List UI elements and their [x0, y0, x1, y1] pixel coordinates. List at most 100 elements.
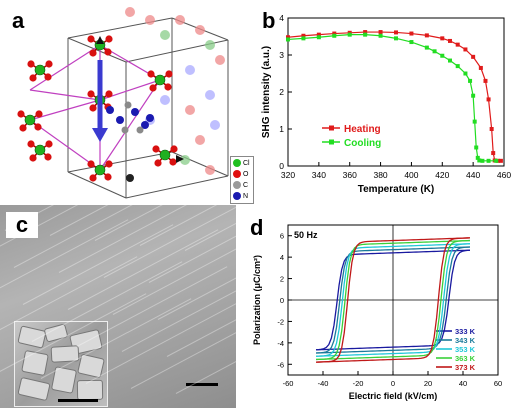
- data-point: [286, 35, 290, 40]
- panel-d: d -60 -40 -20 0 20 40 60 -6 -4 -2 0 2 4 6 Electric fie…: [236, 205, 512, 408]
- unit-cell-edge: [67, 17, 173, 39]
- polarization-arrowhead: [92, 128, 108, 142]
- nitrogen-atom: [116, 116, 124, 124]
- legend-symbol: O: [243, 170, 249, 178]
- chlorine-atom: [159, 149, 171, 161]
- background-atom: [160, 95, 170, 105]
- data-point: [448, 38, 452, 43]
- oxygen-atom: [89, 174, 97, 182]
- y-tick-label: -6: [277, 360, 284, 369]
- oxygen-atom: [104, 48, 112, 56]
- sem-inset-image: [14, 321, 108, 407]
- legend-entry-o: O: [233, 169, 248, 179]
- data-point: [472, 119, 477, 124]
- legend-symbol: N: [243, 192, 249, 200]
- framework-bond: [29, 99, 101, 121]
- chlorine-atom: [34, 144, 46, 156]
- legend-label: 333 K: [455, 327, 476, 336]
- surface-streak: [175, 313, 236, 394]
- x-tick-label: 340: [312, 170, 326, 180]
- oxygen-atom: [87, 35, 95, 43]
- surface-streak: [166, 276, 236, 357]
- x-tick-label: 40: [459, 379, 467, 388]
- data-point: [455, 42, 460, 47]
- data-point: [440, 36, 445, 41]
- legend-label: Heating: [344, 124, 381, 135]
- data-point: [424, 33, 429, 38]
- crystal-flake: [17, 325, 47, 349]
- oxygen-atom: [35, 110, 43, 118]
- frequency-annotation: 50 Hz: [294, 230, 318, 240]
- data-point: [486, 97, 491, 102]
- legend-symbol: Cl: [243, 159, 250, 167]
- data-point: [378, 33, 383, 38]
- background-atom: [195, 135, 205, 145]
- chlorine-atom: [24, 114, 36, 126]
- x-tick-label: -20: [353, 379, 364, 388]
- x-tick-label: -60: [283, 379, 294, 388]
- legend-swatch: [233, 159, 241, 167]
- carbon-atom: [124, 101, 132, 109]
- oxygen-atom: [154, 159, 162, 167]
- unit-cell-edge: [171, 151, 229, 177]
- series-line-cooling: [287, 34, 497, 162]
- carbon-atom: [136, 126, 144, 134]
- framework-bond: [29, 89, 101, 101]
- nitrogen-atom: [146, 114, 154, 122]
- panel-label-d: d: [250, 215, 264, 240]
- x-tick-label: 320: [281, 170, 295, 180]
- data-point: [474, 145, 479, 150]
- data-point: [394, 30, 398, 35]
- background-atom: [145, 15, 155, 25]
- oxygen-atom: [170, 145, 178, 153]
- y-tick-label: -4: [277, 339, 284, 348]
- data-point: [332, 31, 337, 36]
- chlorine-atom: [34, 64, 46, 76]
- y-tick-label: 0: [280, 296, 284, 305]
- y-axis-label: Polarization (μC/cm²): [252, 255, 262, 345]
- oxygen-atom: [19, 124, 27, 132]
- panel-b: b 320 340 360 380 400 420 440 460 0 1 2 3 4 Temperatu…: [256, 0, 512, 205]
- axis-arrowhead: [96, 36, 104, 44]
- oxygen-atom: [45, 140, 53, 148]
- y-tick-label: 6: [280, 232, 284, 241]
- oxygen-atom: [149, 84, 157, 92]
- loop-lower-branch: [315, 246, 471, 354]
- data-point: [286, 37, 290, 42]
- framework-bond: [29, 44, 101, 91]
- x-tick-label: 20: [424, 379, 432, 388]
- background-atom: [185, 105, 195, 115]
- oxygen-atom: [29, 74, 37, 82]
- data-point: [491, 151, 496, 156]
- legend-label: 363 K: [455, 354, 476, 363]
- data-point: [455, 64, 460, 69]
- crystal-structure-diagram: [17, 7, 229, 199]
- data-point: [463, 71, 468, 76]
- data-point: [301, 36, 306, 41]
- chlorine-atom: [94, 164, 106, 176]
- data-point: [409, 40, 414, 45]
- unit-cell-edge: [125, 175, 229, 199]
- legend-swatch: [233, 170, 241, 178]
- background-atom: [205, 165, 215, 175]
- panel-label-a: a: [12, 8, 25, 33]
- y-tick-label: -2: [277, 317, 284, 326]
- crystal-flake: [21, 349, 49, 377]
- data-point: [498, 158, 503, 163]
- oxygen-atom: [17, 110, 25, 118]
- background-atom: [160, 30, 170, 40]
- oxygen-atom: [147, 70, 155, 78]
- data-point: [432, 49, 437, 54]
- unit-cell-edge: [67, 37, 127, 63]
- background-atom: [205, 40, 215, 50]
- y-tick-label: 2: [280, 275, 284, 284]
- data-point: [440, 53, 445, 58]
- legend-label: 343 K: [455, 336, 476, 345]
- carbon-atom: [121, 126, 129, 134]
- unit-cell-edge: [67, 171, 127, 199]
- data-point: [316, 35, 321, 40]
- nitrogen-atom: [141, 121, 149, 129]
- background-atom: [210, 120, 220, 130]
- framework-bond: [99, 79, 161, 171]
